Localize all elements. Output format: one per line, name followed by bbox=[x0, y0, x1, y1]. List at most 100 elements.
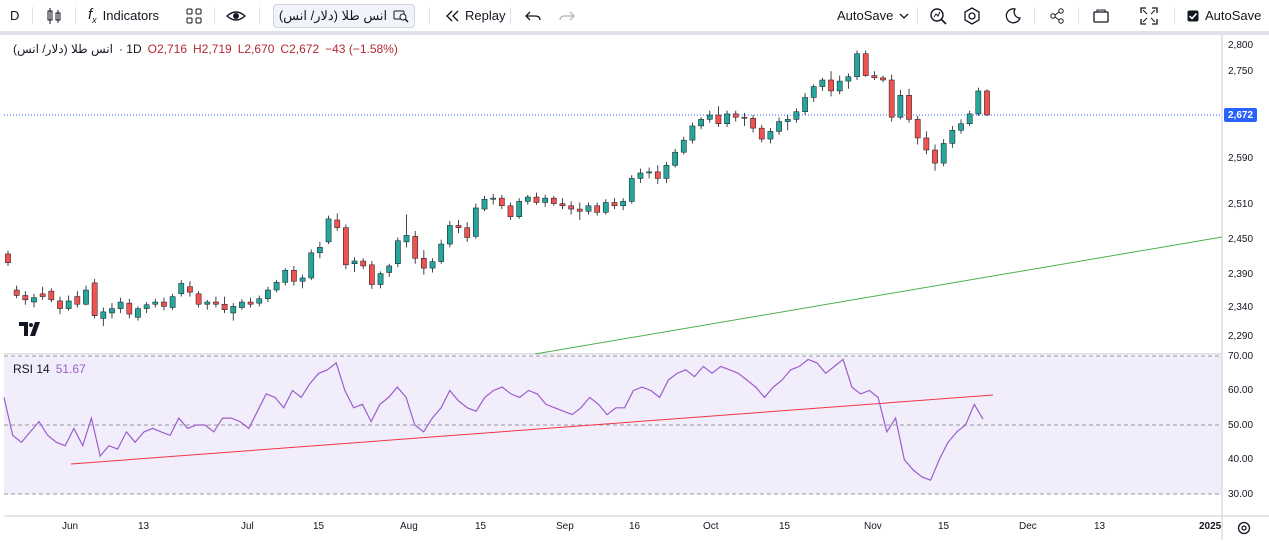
time-axis-label: Aug bbox=[400, 521, 418, 532]
undo-button[interactable] bbox=[524, 0, 542, 31]
candle-up bbox=[516, 201, 523, 217]
chart-type-button[interactable] bbox=[45, 0, 63, 31]
templates-button[interactable] bbox=[185, 0, 203, 31]
rsi-legend[interactable]: RSI 14 51.67 bbox=[13, 362, 86, 376]
candle-up bbox=[628, 178, 635, 202]
candle-up bbox=[351, 260, 358, 264]
candle-up bbox=[602, 202, 609, 213]
rsi-axis-label: 70.00 bbox=[1228, 351, 1254, 362]
axis-settings-button[interactable] bbox=[1236, 520, 1252, 541]
candle-down bbox=[871, 75, 878, 79]
autosave-dropdown-label: AutoSave bbox=[837, 8, 894, 23]
rsi-axis-label: 30.00 bbox=[1228, 489, 1254, 500]
candle-down bbox=[48, 290, 55, 301]
interval-button[interactable]: D bbox=[10, 0, 19, 31]
toolbar-divider bbox=[917, 7, 918, 24]
rsi-line bbox=[3, 358, 984, 481]
legend-low: L2,670 bbox=[237, 42, 275, 56]
snapshot-button[interactable] bbox=[1092, 0, 1110, 31]
candle-up bbox=[239, 301, 245, 308]
candle-up bbox=[767, 131, 774, 140]
candle-up bbox=[109, 308, 115, 314]
candle-up bbox=[949, 130, 956, 144]
candle-up bbox=[282, 270, 289, 283]
candle-up bbox=[273, 282, 280, 291]
candle-up bbox=[65, 300, 72, 309]
time-axis-label: Oct bbox=[703, 521, 719, 532]
rsi-trendline[interactable] bbox=[70, 394, 994, 465]
time-axis-label: 15 bbox=[475, 521, 487, 532]
candle-up bbox=[637, 172, 644, 179]
tradingview-logo-icon[interactable] bbox=[19, 322, 41, 336]
candle-down bbox=[732, 113, 739, 118]
price-axis-label: 2,340 bbox=[1228, 302, 1254, 313]
fullscreen-button[interactable] bbox=[1140, 0, 1158, 31]
candle-down bbox=[559, 203, 566, 207]
candle-down bbox=[862, 53, 869, 76]
visibility-button[interactable] bbox=[226, 0, 246, 31]
autosave-toggle[interactable]: AutoSave bbox=[1187, 0, 1261, 31]
candle-up bbox=[542, 197, 549, 203]
legend-title[interactable]: انس طلا (دلار/ انس) bbox=[13, 42, 113, 56]
candle-down bbox=[880, 77, 886, 81]
candle-down bbox=[611, 202, 618, 207]
price-chart[interactable] bbox=[0, 35, 1269, 540]
candle-down bbox=[369, 264, 375, 285]
candle-down bbox=[464, 227, 471, 238]
share-button[interactable] bbox=[1048, 0, 1066, 31]
candle-up bbox=[975, 90, 982, 115]
candle-down bbox=[57, 300, 63, 309]
theme-button[interactable] bbox=[1005, 0, 1021, 31]
candle-down bbox=[758, 127, 765, 140]
candle-up bbox=[117, 301, 124, 309]
candle-down bbox=[828, 79, 834, 92]
price-axis-label: 2,510 bbox=[1228, 199, 1254, 210]
candle-down bbox=[507, 205, 514, 217]
candle-up bbox=[446, 225, 453, 245]
candle-down bbox=[550, 197, 557, 204]
rsi-axis-label: 50.00 bbox=[1228, 420, 1254, 431]
candles-series bbox=[5, 50, 990, 327]
settings-button[interactable] bbox=[963, 0, 981, 31]
candle-up bbox=[836, 80, 843, 92]
symbol-search-button[interactable]: انس طلا (دلار/ انس) bbox=[273, 4, 415, 28]
indicators-button[interactable]: fx Indicators bbox=[88, 0, 159, 31]
candle-up bbox=[724, 113, 730, 124]
candle-up bbox=[672, 151, 678, 166]
replay-label: Replay bbox=[465, 8, 506, 23]
candle-up bbox=[620, 201, 626, 207]
candle-up bbox=[819, 79, 826, 87]
autosave-dropdown[interactable]: AutoSave bbox=[837, 0, 909, 31]
candle-down bbox=[455, 225, 462, 228]
toolbar-divider bbox=[32, 7, 33, 24]
time-axis-label: 13 bbox=[138, 521, 150, 532]
candle-down bbox=[984, 90, 990, 116]
candle-down bbox=[932, 149, 938, 164]
candle-down bbox=[360, 260, 367, 267]
candle-down bbox=[498, 197, 505, 207]
candle-up bbox=[897, 95, 904, 118]
toolbar-divider bbox=[1174, 7, 1175, 24]
candle-up bbox=[793, 111, 800, 120]
candle-down bbox=[750, 118, 756, 129]
candle-down bbox=[343, 227, 349, 266]
price-axis-label: 2,390 bbox=[1228, 269, 1254, 280]
candle-up bbox=[940, 143, 947, 164]
candle-down bbox=[22, 295, 29, 301]
candle-up bbox=[178, 283, 185, 295]
candle-down bbox=[412, 236, 419, 259]
price-trendline[interactable] bbox=[534, 236, 1223, 355]
checkbox-checked-icon bbox=[1187, 10, 1199, 21]
quick-search-button[interactable] bbox=[929, 0, 947, 31]
replay-button[interactable]: Replay bbox=[445, 0, 505, 31]
toolbar-divider bbox=[214, 7, 215, 24]
redo-button[interactable] bbox=[558, 0, 576, 31]
share-icon bbox=[1050, 7, 1064, 24]
candle-down bbox=[247, 301, 254, 305]
price-axis-label: 2,800 bbox=[1228, 40, 1254, 51]
legend-open: O2,716 bbox=[147, 42, 188, 56]
symbol-legend: انس طلا (دلار/ انس) · 1D O2,716 H2,719 L… bbox=[13, 42, 398, 56]
candle-up bbox=[169, 296, 176, 308]
candle-up bbox=[100, 311, 107, 319]
toolbar-divider bbox=[259, 7, 260, 24]
